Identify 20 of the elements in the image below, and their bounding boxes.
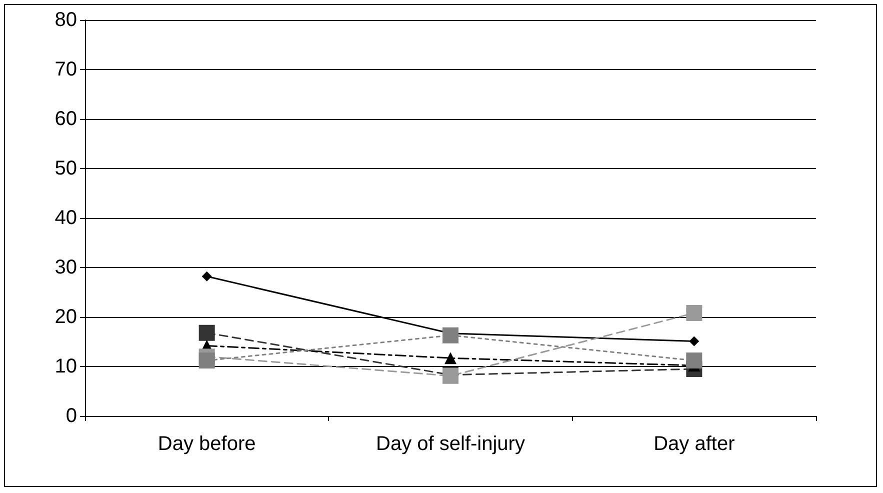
x-tick-label: Day of self-injury [376, 433, 525, 455]
y-tick-label: 0 [66, 405, 77, 427]
point [689, 336, 700, 346]
y-tick-label: 80 [54, 9, 77, 31]
y-tick-label: 20 [54, 306, 77, 328]
point [444, 352, 456, 364]
point [686, 352, 702, 369]
point [442, 327, 458, 344]
point [686, 305, 702, 322]
point [198, 324, 215, 341]
x-tick-label: Day before [158, 433, 256, 455]
y-tick-label: 40 [54, 207, 77, 229]
y-tick-label: 50 [54, 158, 77, 180]
point [202, 271, 212, 282]
y-tick-label: 60 [54, 108, 77, 130]
y-tick-label: 10 [54, 356, 77, 378]
y-tick-label: 30 [54, 256, 77, 278]
point [198, 352, 215, 369]
y-tick-label: 70 [54, 58, 77, 80]
x-tick-label: Day after [654, 433, 736, 455]
